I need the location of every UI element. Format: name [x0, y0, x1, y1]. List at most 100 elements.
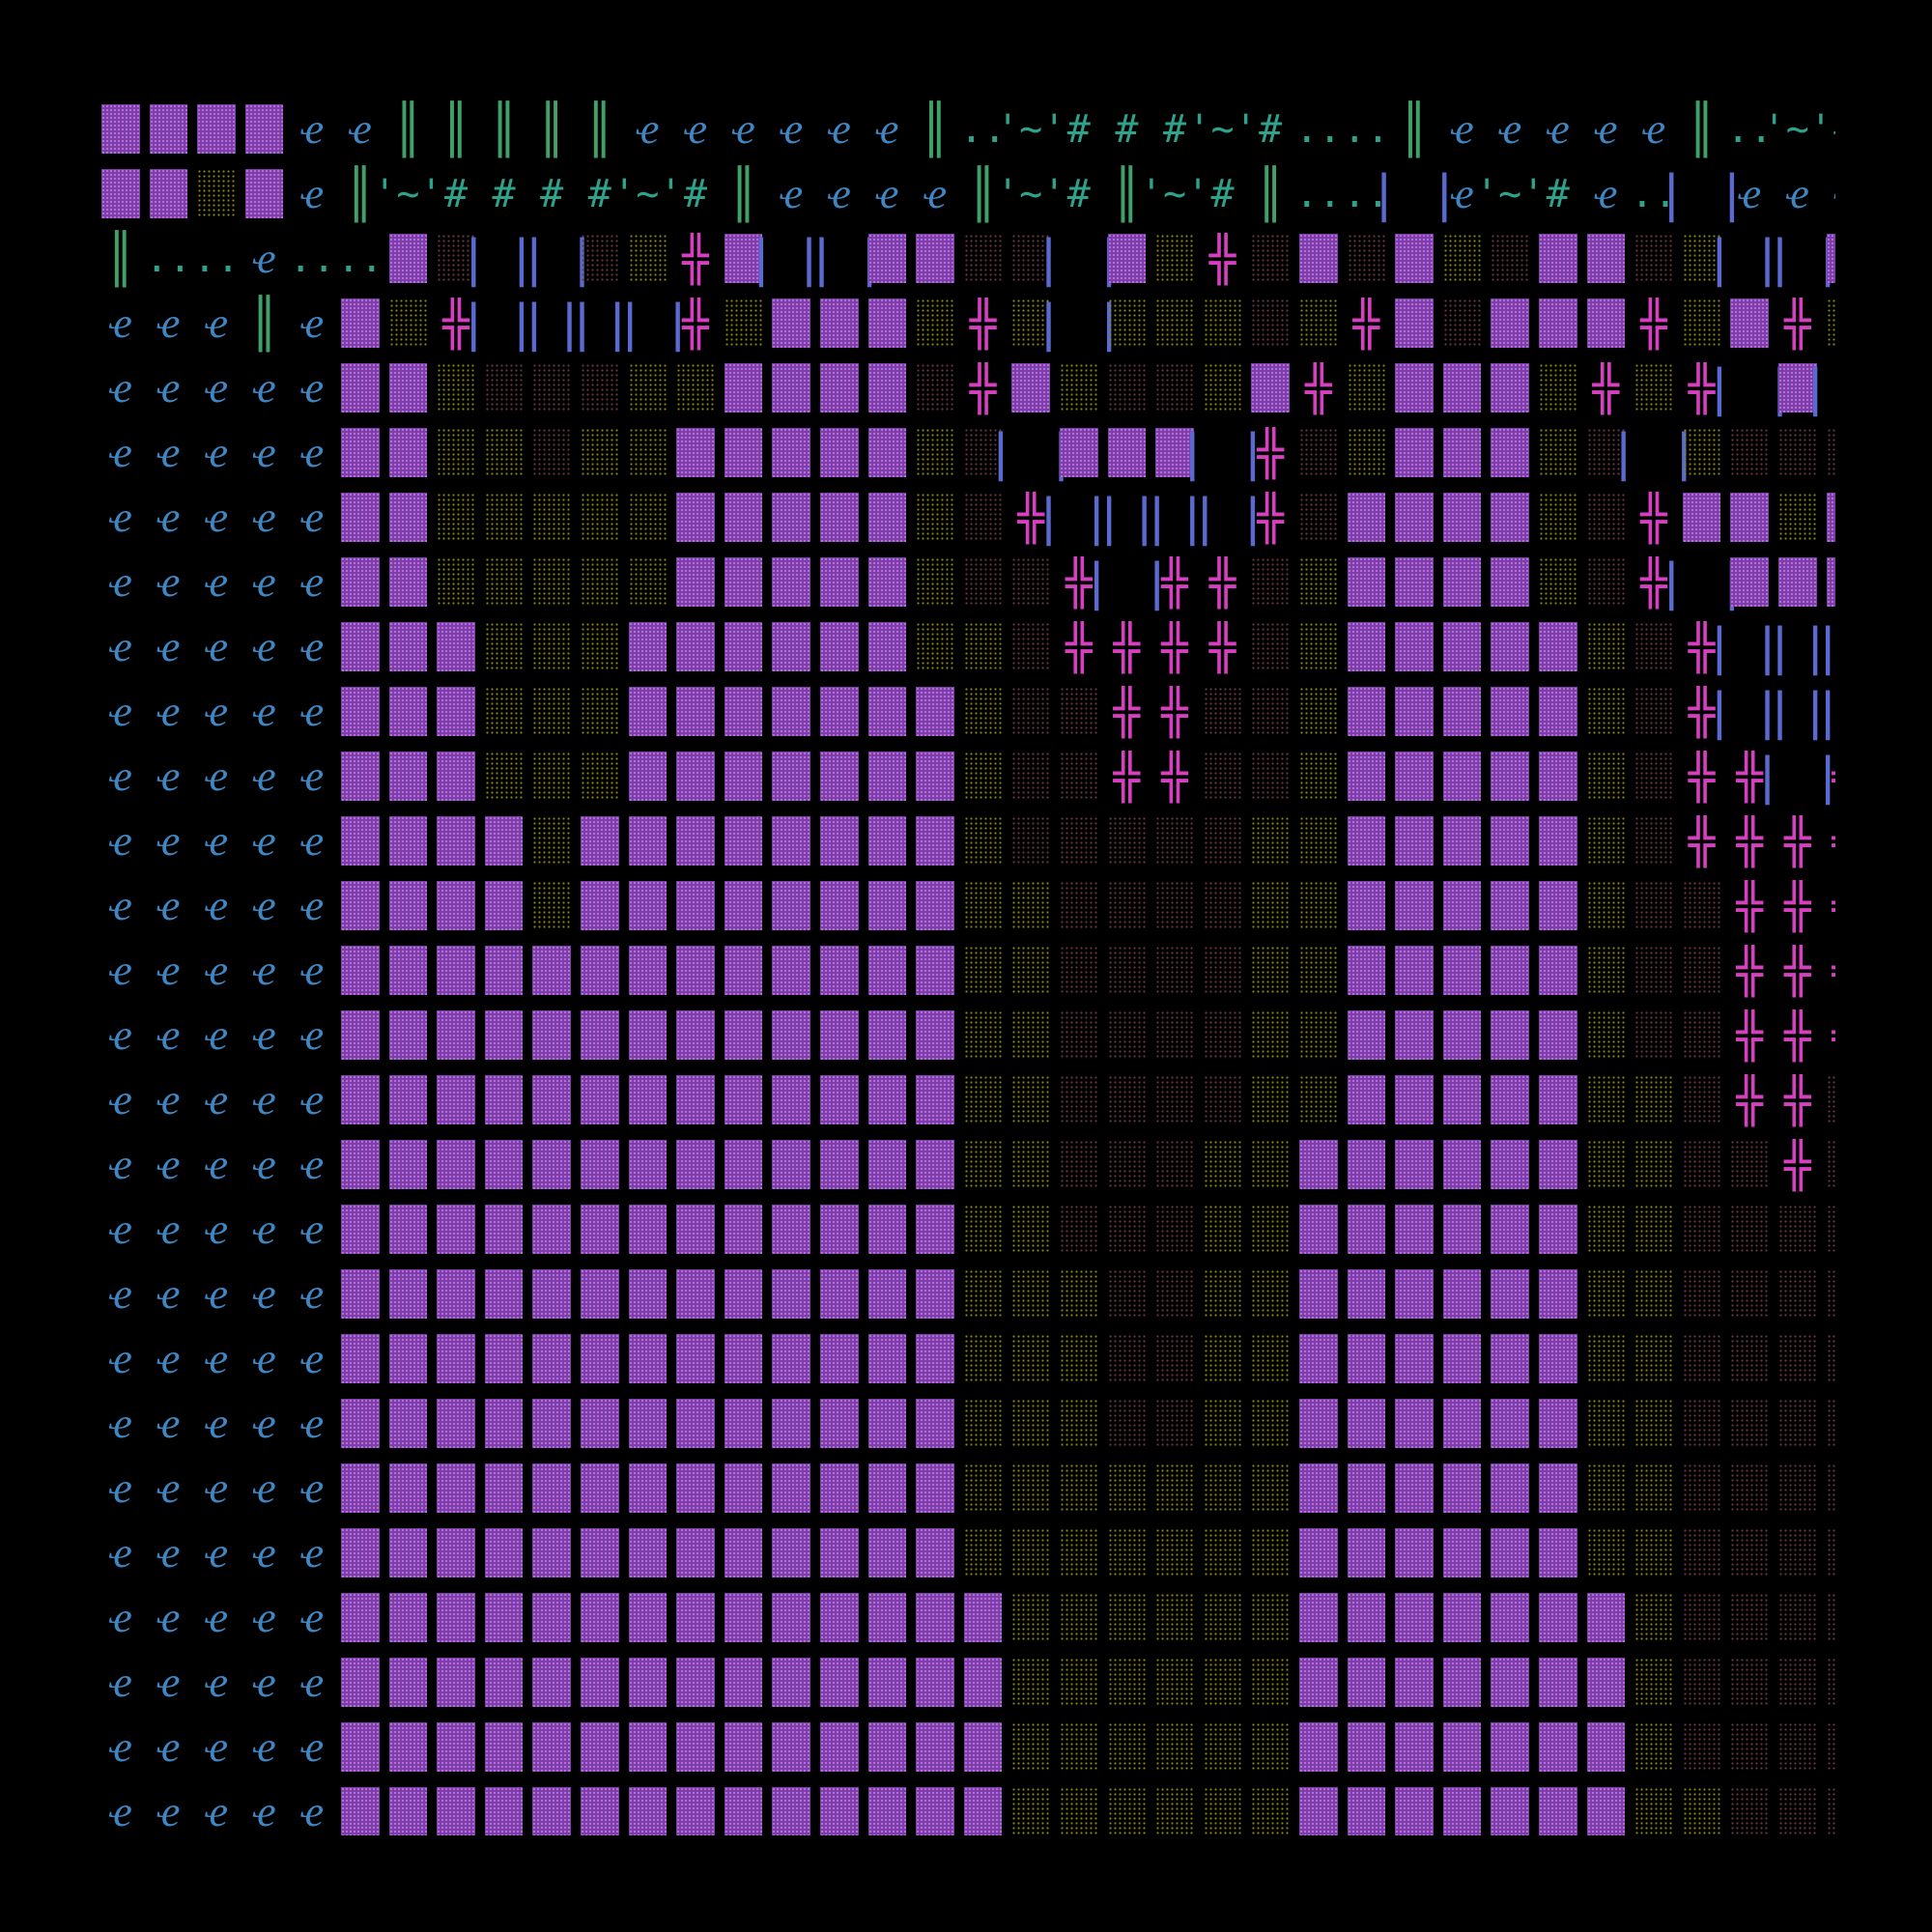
stone-wall-tile: [1438, 1456, 1487, 1520]
mossy-floor-tile-fill: [1586, 1463, 1626, 1513]
water-wave-tile: ҽ: [241, 1715, 289, 1779]
stone-wall-tile-fill: [1395, 363, 1434, 412]
portcullis-door-tile: ╬: [1678, 809, 1726, 873]
rubble-floor-tile-fill: [1634, 234, 1673, 283]
stone-wall-tile-fill: [341, 1399, 380, 1448]
stone-wall-tile: [527, 1326, 576, 1391]
portcullis-door-tile: ╬: [959, 291, 1008, 355]
stone-wall-tile: [1486, 873, 1534, 938]
tilde-trap-tile-glyph: '~': [373, 171, 443, 216]
stone-wall-tile: [815, 1326, 864, 1391]
water-wave-tile: ҽ: [241, 550, 289, 614]
mossy-floor-tile: [576, 744, 624, 809]
stone-wall-tile-fill: [676, 1334, 715, 1383]
mossy-floor-tile: [1678, 226, 1726, 291]
stone-wall-tile: [720, 1650, 768, 1715]
stone-wall-tile: [1294, 226, 1343, 291]
mossy-floor-tile-fill: [1011, 1334, 1050, 1383]
mossy-floor-tile-fill: [1251, 1399, 1290, 1448]
stone-wall-tile-fill: [1395, 1463, 1434, 1513]
water-wave-tile: ҽ: [192, 809, 241, 873]
portcullis-door-tile: ╬: [1774, 873, 1822, 938]
stone-wall-tile: [815, 1262, 864, 1326]
rubble-floor-tile-fill: [1634, 881, 1673, 930]
water-wave-tile: ҽ: [97, 873, 145, 938]
water-wave-tile-glyph: ҽ: [108, 1527, 132, 1577]
stone-wall-tile-fill: [1491, 1463, 1529, 1513]
mossy-floor-tile: [1055, 355, 1103, 420]
stone-wall-tile-fill: [1347, 1787, 1386, 1835]
stone-wall-tile: [815, 1067, 864, 1132]
stone-wall-tile: [1438, 1067, 1487, 1132]
rubble-floor-tile-fill: [1251, 687, 1290, 736]
mossy-floor-tile: [1007, 873, 1055, 938]
water-wave-tile: ҽ: [911, 161, 959, 226]
portcullis-door-tile-glyph: ╬: [1113, 750, 1141, 803]
rubble-floor-tile-fill: [1155, 946, 1194, 995]
stone-wall-tile-fill: [1395, 1075, 1434, 1124]
mossy-floor-tile: [959, 938, 1008, 1003]
mossy-floor-tile-fill: [1060, 1593, 1098, 1642]
rubble-floor-tile: [1678, 1650, 1726, 1715]
stone-wall-tile-fill: [916, 1658, 954, 1707]
water-wave-tile-glyph: ҽ: [1498, 103, 1522, 154]
rubble-floor-tile-fill: [1634, 816, 1673, 866]
stone-wall-tile-fill: [341, 946, 380, 995]
mossy-floor-tile: [1294, 679, 1343, 744]
stone-wall-tile-fill: [1299, 1463, 1338, 1513]
rubble-floor-tile: [1822, 1391, 1835, 1456]
water-wave-tile: ҽ: [241, 1456, 289, 1520]
stone-wall-tile-fill: [1011, 363, 1050, 412]
stone-wall-tile: [1534, 1391, 1582, 1456]
stone-wall-tile-fill: [437, 1399, 475, 1448]
stone-wall-tile: [527, 1456, 576, 1520]
stone-wall-tile-fill: [437, 687, 475, 736]
portcullis-door-tile-glyph: ╬: [1736, 1073, 1764, 1126]
mossy-floor-tile: [911, 614, 959, 679]
stone-wall-tile-fill: [676, 1010, 715, 1060]
mossy-floor-tile-fill: [1634, 1140, 1673, 1189]
stone-wall-tile-fill: [867, 428, 907, 477]
portcullis-door-tile: ╬: [1822, 1003, 1835, 1067]
water-wave-tile: ҽ: [192, 485, 241, 550]
stone-wall-tile: [1486, 1391, 1534, 1456]
stone-wall-tile: [1438, 1650, 1487, 1715]
rubble-floor-tile-fill: [1203, 881, 1242, 930]
water-wave-tile-glyph: ҽ: [108, 1009, 132, 1060]
mossy-floor-tile: [1630, 1650, 1678, 1715]
portcullis-door-tile-glyph: ╬: [1640, 491, 1667, 544]
rubble-floor-tile: [1103, 1197, 1151, 1262]
grate-tile-glyph: #: [443, 171, 469, 216]
stone-wall-tile: [720, 1262, 768, 1326]
stone-wall-tile-fill: [1539, 234, 1577, 283]
grate-tile-glyph: #: [1066, 171, 1091, 216]
rubble-floor-tile: [1725, 1326, 1774, 1391]
water-wave-tile: ҽ: [145, 1003, 193, 1067]
stone-wall-tile-fill: [1299, 1205, 1338, 1254]
stone-wall-tile: [384, 614, 433, 679]
water-wave-tile-glyph: ҽ: [204, 362, 228, 412]
water-wave-tile: ҽ: [1582, 161, 1631, 226]
rubble-floor-tile: [1246, 550, 1294, 614]
stone-wall-tile-fill: [772, 881, 810, 930]
portcullis-door-tile: ╬: [1246, 420, 1294, 485]
rubble-floor-tile-fill: [963, 234, 1003, 283]
stone-wall-tile: [1343, 1456, 1391, 1520]
water-wave-tile: ҽ: [288, 1520, 336, 1585]
mossy-floor-tile-fill: [963, 752, 1003, 801]
hash-wall-tile-glyph: #: [1162, 106, 1187, 152]
stone-wall-tile-fill: [1395, 1399, 1434, 1448]
mossy-floor-tile: [1199, 1262, 1247, 1326]
stone-wall-tile: [1294, 1520, 1343, 1585]
water-wave-tile: ҽ: [97, 679, 145, 744]
stone-wall-tile: [1390, 1003, 1438, 1067]
post-pillar-tile: | |: [1034, 291, 1124, 355]
stone-wall-tile: [432, 1585, 480, 1650]
stone-wall-tile-fill: [388, 1528, 428, 1577]
stone-wall-tile: [864, 485, 912, 550]
game-viewport[interactable]: ҽ ҽ ║ ║ ║ ║ ║ ҽ ҽ ҽ ҽ ҽ ҽ ║.. '~' # # # '~' #.... ║ ҽ ҽ ҽ ҽ ҽ ║.. '…: [97, 97, 1835, 1835]
rubble-floor-tile-fill: [916, 363, 954, 412]
stone-wall-tile-fill: [772, 298, 810, 348]
stone-wall-tile-fill: [628, 816, 668, 866]
water-wave-tile-glyph: ҽ: [1594, 103, 1618, 154]
